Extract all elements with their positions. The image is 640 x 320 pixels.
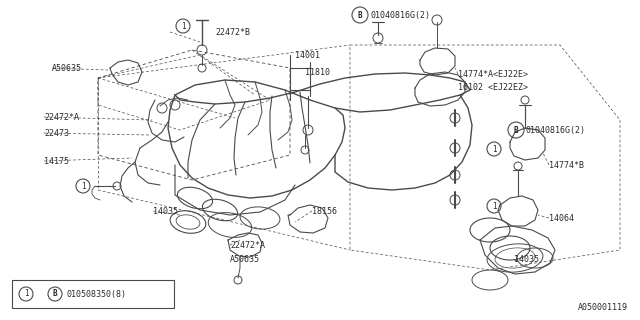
Text: 1: 1 [492,202,496,211]
Text: 18156: 18156 [312,206,337,215]
Text: 22472*B: 22472*B [215,28,250,36]
Text: A50635: A50635 [230,255,260,265]
Text: 1: 1 [24,290,28,299]
Text: 14175: 14175 [44,156,69,165]
Text: 22473: 22473 [44,129,69,138]
Text: 1: 1 [492,145,496,154]
Text: 1: 1 [180,21,186,30]
Text: 1: 1 [81,181,85,190]
Text: 14774*B: 14774*B [549,161,584,170]
Text: 14001: 14001 [295,51,320,60]
Text: B: B [514,125,518,134]
Text: A050001119: A050001119 [578,302,628,311]
Text: 11810: 11810 [305,68,330,76]
Text: B: B [358,11,362,20]
Text: B: B [52,290,58,299]
Text: 16102 <EJ22EZ>: 16102 <EJ22EZ> [458,83,528,92]
Text: 14035: 14035 [153,206,178,215]
FancyBboxPatch shape [12,280,174,308]
Text: A50635: A50635 [52,63,82,73]
Text: 01040816G(2): 01040816G(2) [370,11,430,20]
Text: 22472*A: 22472*A [230,241,265,250]
Text: 14064: 14064 [549,213,574,222]
Text: 010508350(8): 010508350(8) [66,290,126,299]
Text: 01040816G(2): 01040816G(2) [526,125,586,134]
Text: 14774*A<EJ22E>: 14774*A<EJ22E> [458,69,528,78]
Text: 22472*A: 22472*A [44,113,79,122]
Text: 14035: 14035 [514,255,539,265]
